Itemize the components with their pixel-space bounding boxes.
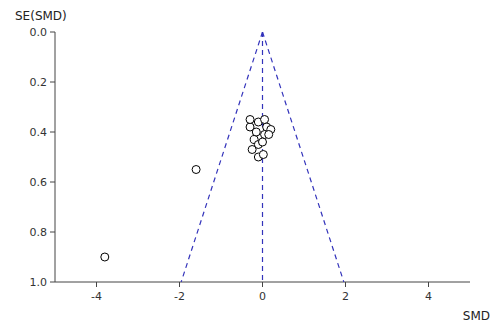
x-tick-label: 4 [425, 290, 432, 303]
x-tick [345, 282, 346, 287]
y-tick [50, 282, 55, 283]
study-point [101, 253, 109, 261]
x-axis-label: SMD [463, 309, 490, 323]
funnel-line [263, 32, 344, 282]
plot-area [101, 32, 344, 282]
y-tick-label: 0.4 [30, 126, 48, 139]
chart: -4 -2 0 2 4 0.0 0.2 0.4 0.6 0.8 1.0 SMD SE(SMD) [0, 0, 500, 330]
x-tick [428, 282, 429, 287]
study-point [248, 146, 256, 154]
x-tick-label: -2 [174, 290, 185, 303]
study-point [259, 151, 267, 159]
funnel-line [181, 32, 262, 282]
study-point [261, 116, 269, 124]
y-tick [50, 182, 55, 183]
study-point [265, 131, 273, 139]
y-tick-label: 1.0 [30, 276, 48, 289]
y-tick [50, 32, 55, 33]
x-tick-label: 2 [342, 290, 349, 303]
x-ticks: -4 -2 0 2 4 [91, 282, 432, 303]
x-tick [96, 282, 97, 287]
y-axis-line [55, 32, 56, 282]
y-tick [50, 232, 55, 233]
y-tick-label: 0.6 [30, 176, 48, 189]
x-tick-label: 0 [259, 290, 266, 303]
y-tick [50, 82, 55, 83]
y-ticks: 0.0 0.2 0.4 0.6 0.8 1.0 [30, 26, 56, 289]
y-tick [50, 132, 55, 133]
y-tick-label: 0.0 [30, 26, 48, 39]
y-tick-label: 0.8 [30, 226, 48, 239]
y-tick-label: 0.2 [30, 76, 48, 89]
study-point [192, 166, 200, 174]
study-point [246, 116, 254, 124]
x-tick-label: -4 [91, 290, 102, 303]
x-tick [179, 282, 180, 287]
study-point [252, 128, 260, 136]
study-point [259, 138, 267, 146]
x-tick [262, 282, 263, 287]
y-axis-label: SE(SMD) [15, 9, 67, 23]
